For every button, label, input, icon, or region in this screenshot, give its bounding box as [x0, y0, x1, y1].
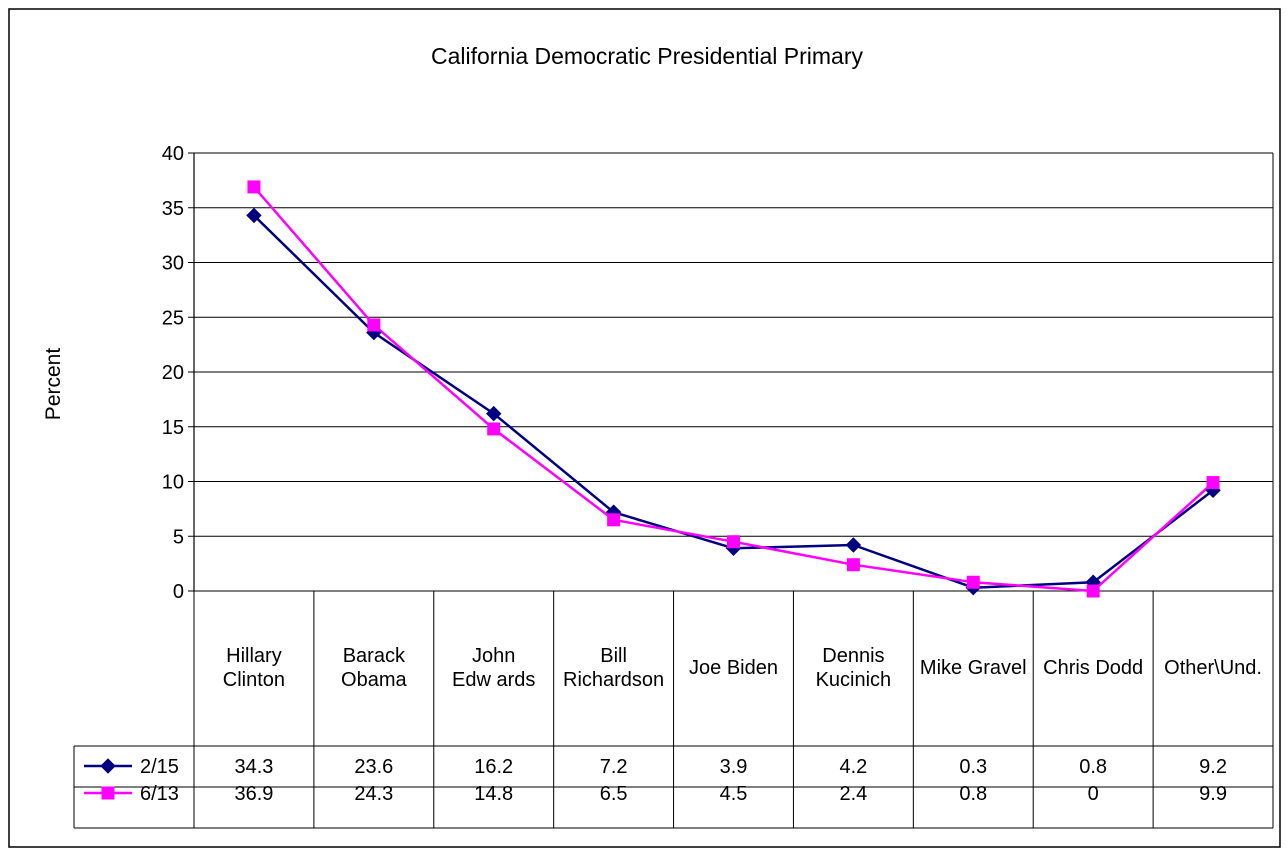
x-tick-label: Bill [600, 645, 627, 667]
data-table-cell: 9.2 [1199, 756, 1227, 778]
data-table-cell: 34.3 [234, 756, 273, 778]
y-axis-label: Percent [42, 348, 65, 421]
data-point-square [1206, 476, 1220, 490]
x-tick-label: Edw ards [452, 669, 535, 691]
data-table-cell: 6.5 [600, 783, 628, 805]
y-tick-label: 10 [162, 472, 184, 494]
y-tick-label: 5 [173, 526, 184, 548]
x-tick-label: Clinton [223, 669, 285, 691]
data-point-diamond [246, 207, 262, 224]
data-table-cell: 3.9 [720, 756, 748, 778]
x-tick-label: John [472, 645, 515, 667]
data-table-cell: 24.3 [354, 783, 393, 805]
data-table-cell: 4.2 [839, 756, 867, 778]
data-table-cell: 0 [1088, 783, 1099, 805]
data-point-square [487, 422, 501, 436]
x-tick-label: Chris Dodd [1043, 657, 1143, 679]
data-point-square [966, 575, 980, 589]
data-table-cell: 4.5 [720, 783, 748, 805]
data-table-cell: 36.9 [234, 783, 273, 805]
y-tick-label: 0 [173, 581, 184, 603]
data-table-cell: 14.8 [474, 783, 513, 805]
x-tick-label: Hillary [226, 645, 282, 667]
data-table-cell: 9.9 [1199, 783, 1227, 805]
y-tick-label: 40 [162, 143, 184, 165]
x-tick-label: Richardson [563, 669, 664, 691]
y-tick-label: 15 [162, 417, 184, 439]
x-tick-label: Obama [341, 669, 407, 691]
data-table-cell: 0.8 [1079, 756, 1107, 778]
x-tick-label: Joe Biden [689, 657, 778, 679]
data-point-square [846, 558, 860, 572]
series-markers [246, 180, 1221, 598]
data-point-diamond [486, 405, 502, 422]
legend-label: 6/13 [140, 783, 179, 805]
grid [193, 152, 1274, 592]
chart-title: California Democratic Presidential Prima… [431, 43, 864, 69]
data-table-cell: 7.2 [600, 756, 628, 778]
data-point-diamond [100, 758, 116, 774]
data-table-cell: 0.8 [959, 783, 987, 805]
y-tick-label: 35 [162, 198, 184, 220]
data-point-square [101, 786, 115, 800]
x-tick-label: Kucinich [816, 669, 892, 691]
x-tick-label: Barack [343, 645, 406, 667]
y-tick-label: 30 [162, 253, 184, 275]
x-tick-label: Other\Und. [1164, 657, 1262, 679]
y-tick-label: 20 [162, 362, 184, 384]
data-point-square [247, 180, 261, 194]
data-table-cell: 2.4 [839, 783, 867, 805]
data-point-square [367, 318, 381, 332]
x-tick-label: Dennis [822, 645, 884, 667]
y-tick-label: 25 [162, 307, 184, 329]
data-point-square [727, 535, 740, 549]
chart-border [8, 8, 1281, 848]
y-axis-ticks: 0 5 10 15 20 25 30 35 40 [162, 143, 194, 603]
data-point-square [1086, 584, 1100, 598]
data-table-cell: 23.6 [354, 756, 393, 778]
data-table-cell: 16.2 [474, 756, 513, 778]
data-point-square [607, 513, 621, 527]
x-tick-label: Mike Gravel [920, 657, 1027, 679]
legend-label: 2/15 [140, 756, 179, 778]
data-table-cell: 0.3 [959, 756, 987, 778]
data-point-diamond [845, 537, 862, 553]
